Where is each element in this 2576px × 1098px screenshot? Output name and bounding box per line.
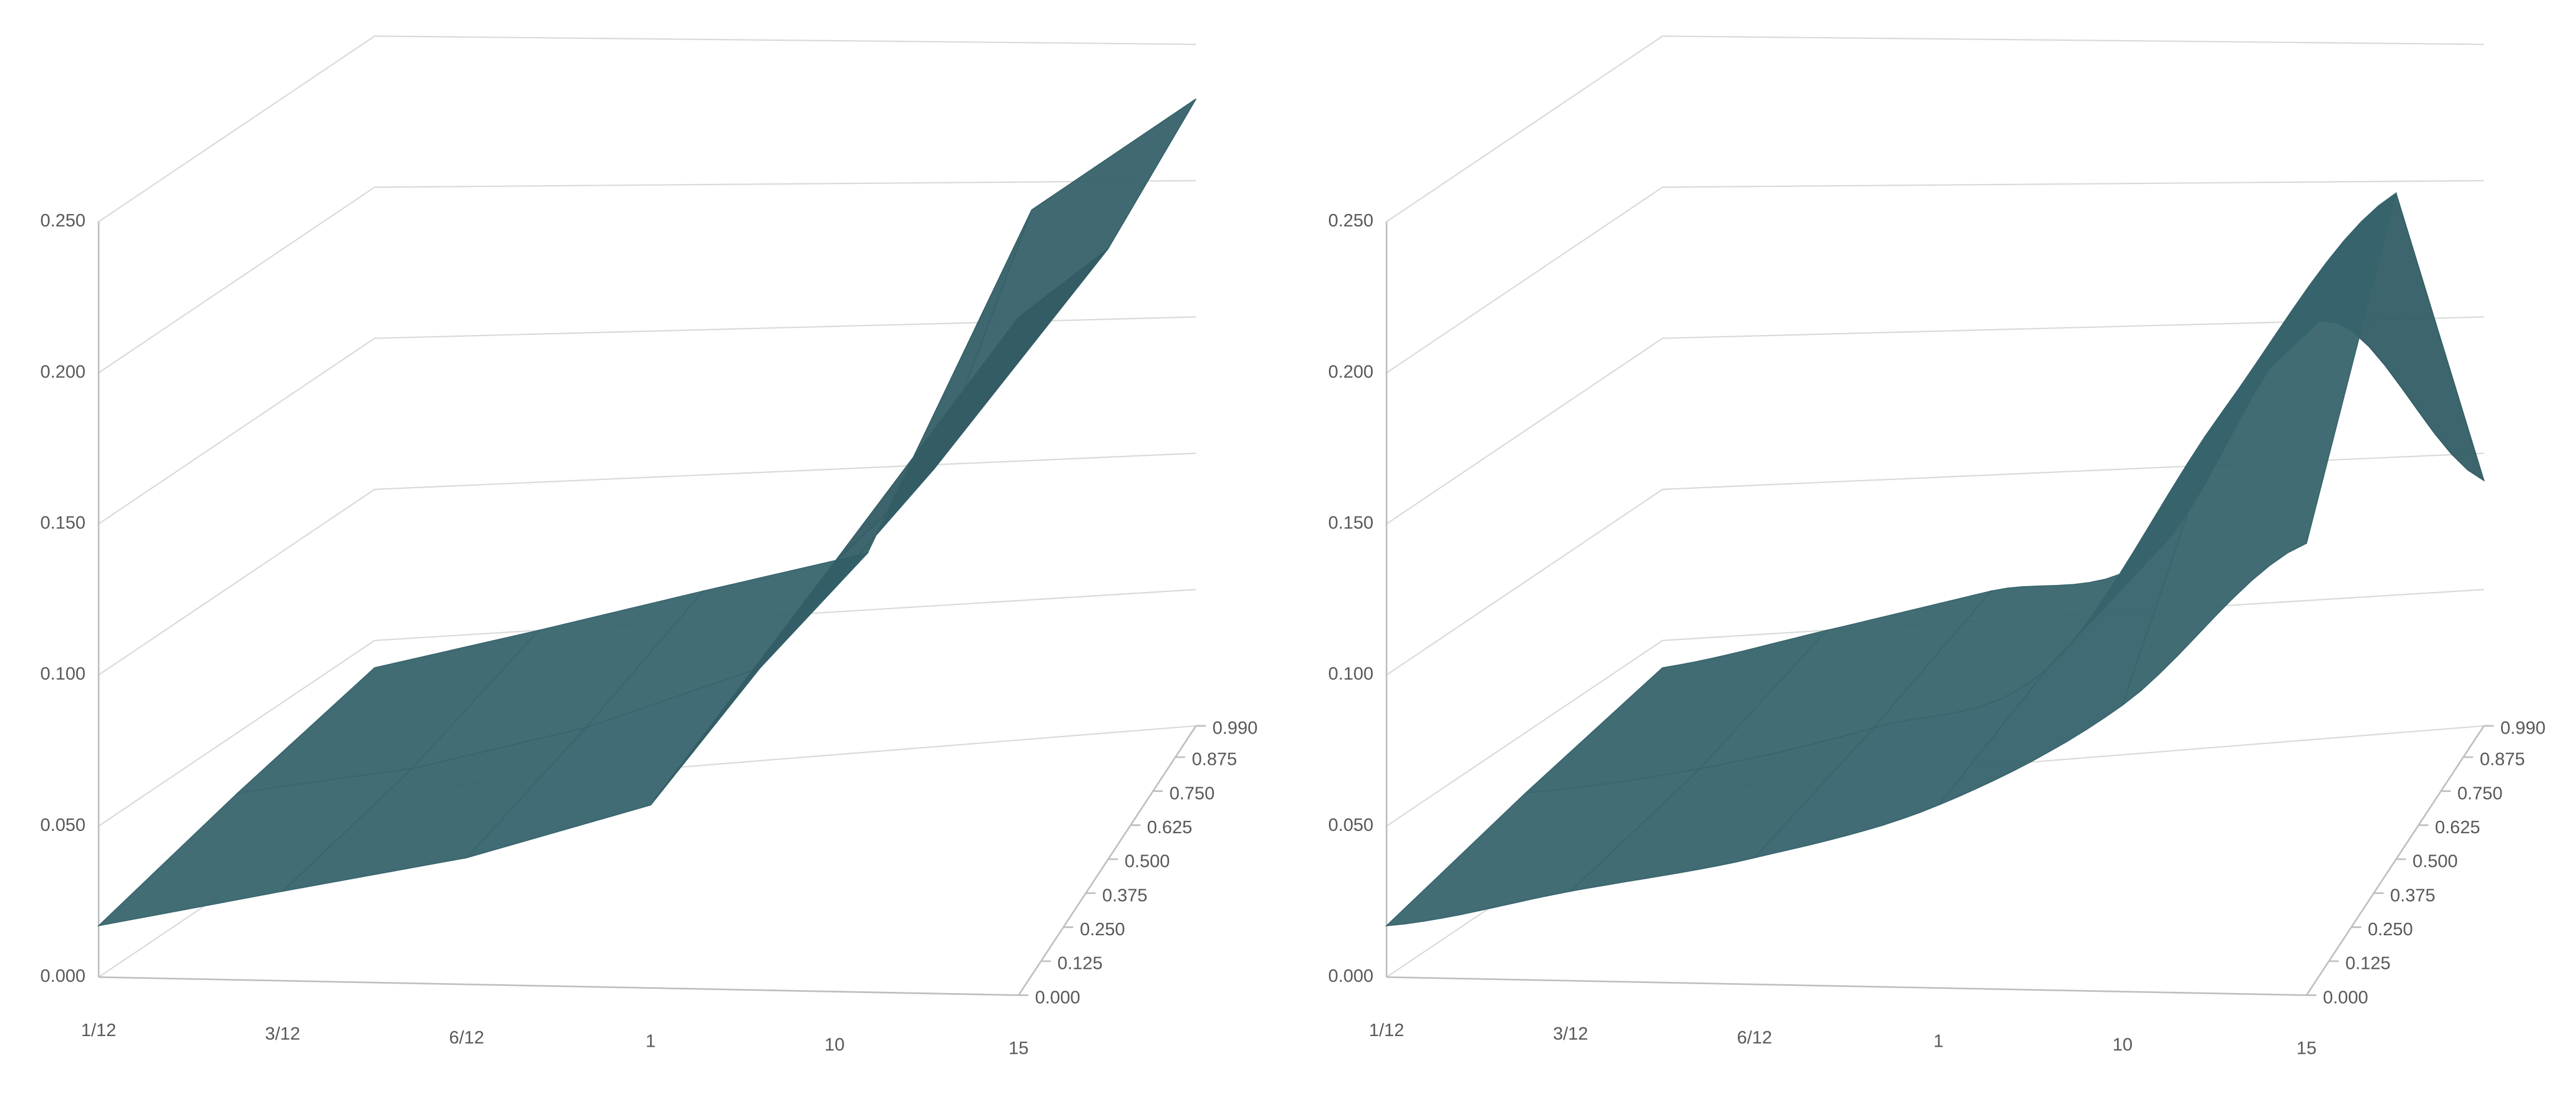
x-tick-label: 10	[2112, 1035, 2132, 1055]
z-tick-label: 0.100	[40, 664, 86, 684]
surface-chart: 0.000 0.050 0.100 0.150 0.200 0.250 1/12 3/12 6/…	[40, 35, 1258, 1058]
depth-tick-label: 0.375	[1102, 885, 1148, 905]
x-tick-label: 3/12	[265, 1024, 300, 1044]
x-tick-label: 6/12	[1737, 1027, 1773, 1047]
depth-tick-label: 0.990	[2500, 718, 2546, 738]
depth-tick-label: 0.500	[2413, 852, 2458, 872]
x-axis	[99, 976, 1019, 997]
z-tick-label: 0.150	[1328, 512, 1374, 532]
x-tick-label: 15	[1009, 1038, 1029, 1058]
depth-tick-label: 0.125	[2345, 954, 2391, 974]
x-tick-label: 3/12	[1553, 1024, 1589, 1044]
depth-tick-label: 0.750	[2457, 783, 2503, 803]
depth-axis	[1018, 725, 1197, 996]
z-tick-label: 0.150	[40, 512, 86, 532]
x-tick-label: 6/12	[449, 1027, 484, 1047]
depth-tick-label: 0.250	[2368, 919, 2413, 939]
x-tick-label: 15	[2296, 1038, 2316, 1058]
depth-tick-label: 0.750	[1169, 783, 1215, 803]
wall-grid-line	[1386, 35, 2484, 222]
x-tick-label: 1	[645, 1031, 655, 1051]
wall-grid-line	[98, 180, 1196, 374]
depth-tick-label: 0.875	[2480, 749, 2525, 770]
wall-grid-line	[98, 589, 1196, 827]
depth-tick-label: 0.500	[1125, 852, 1170, 872]
wall-grid-line	[1386, 316, 2484, 525]
depth-tick-label: 0.250	[1080, 919, 1125, 939]
surface-cell	[834, 248, 1109, 563]
z-tick-label: 0.200	[1328, 361, 1374, 382]
z-tick-label: 0.100	[1328, 664, 1374, 684]
depth-tick-label: 0.125	[1058, 954, 1103, 974]
wall-grid-line	[1386, 180, 2484, 374]
surface-chart: 0.000 0.050 0.100 0.150 0.200 0.250 1/12 3/12 6/…	[1328, 35, 2546, 1058]
depth-tick-label: 0.000	[2323, 987, 2368, 1007]
depth-tick-label: 0.875	[1192, 749, 1237, 770]
z-tick-label: 0.050	[1328, 815, 1374, 835]
x-tick-label: 1/12	[1369, 1020, 1405, 1040]
wall-grid-line	[98, 316, 1196, 525]
x-axis	[1386, 976, 2307, 997]
depth-tick-label: 0.375	[2390, 885, 2436, 905]
depth-tick-label: 0.990	[1212, 718, 1258, 738]
z-tick-label: 0.250	[1328, 211, 1374, 231]
depth-tick-label: 0.625	[1147, 817, 1193, 837]
wall-grid-line	[98, 35, 1196, 222]
z-tick-label: 0.200	[40, 361, 86, 382]
z-tick-label: 0.000	[40, 966, 86, 986]
depth-tick-label: 0.625	[2435, 817, 2480, 837]
depth-tick-label: 0.000	[1035, 987, 1081, 1007]
x-tick-label: 1	[1934, 1031, 1944, 1051]
depth-axis	[2305, 725, 2485, 996]
z-tick-label: 0.050	[40, 815, 86, 835]
z-tick-label: 0.250	[40, 211, 86, 231]
x-tick-label: 10	[825, 1035, 845, 1055]
x-tick-label: 1/12	[81, 1020, 116, 1040]
z-tick-label: 0.000	[1328, 966, 1374, 986]
surface-cell	[2121, 192, 2397, 707]
